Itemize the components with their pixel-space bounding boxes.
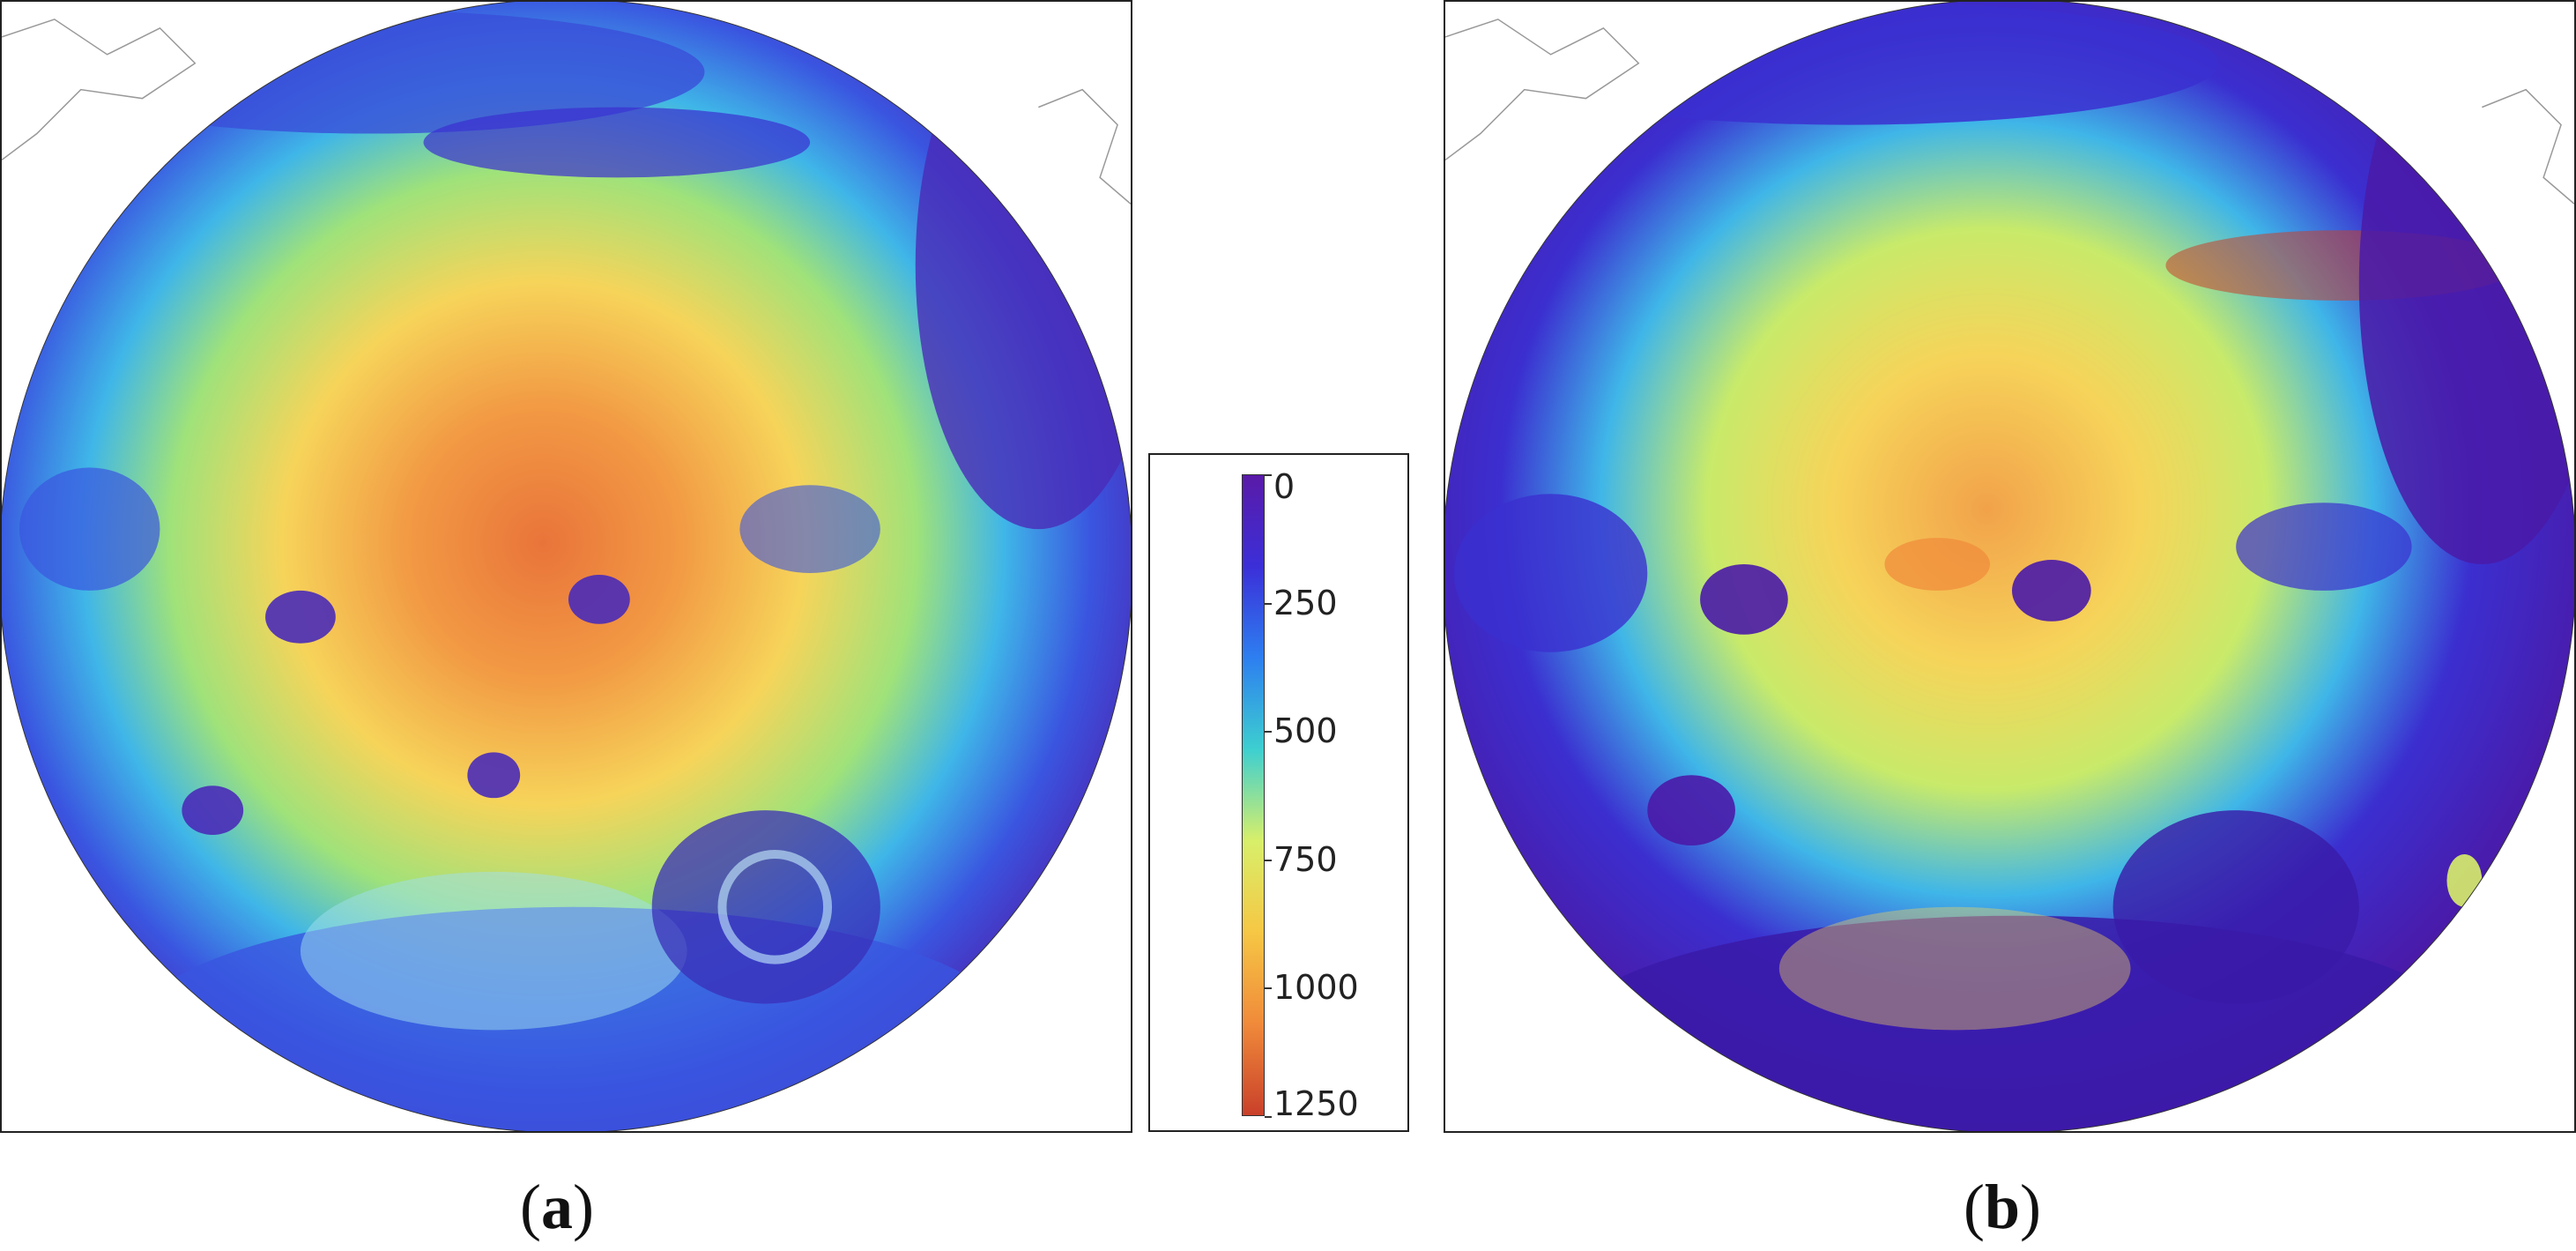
colorbar-tick-mark	[1265, 474, 1272, 476]
satellite-disk-b	[1445, 2, 2574, 1131]
colorbar-tick-label: 1250	[1273, 1084, 1359, 1123]
satellite-disk-a	[2, 2, 1131, 1131]
colorbar-tick-mark	[1265, 1116, 1272, 1118]
colorbar-gradient	[1242, 474, 1265, 1116]
colorbar-tick-mark	[1265, 602, 1272, 605]
colorbar-tick-label: 0	[1273, 467, 1295, 506]
colorbar-tick-label: 250	[1273, 583, 1338, 622]
coastline-outline-a	[2, 19, 1131, 205]
panel-caption-b: (b)	[1963, 1172, 2042, 1242]
map-panel-a	[0, 0, 1132, 1133]
colorbar-legend: 0 250 500 750 1000 1250	[1148, 453, 1409, 1132]
colorbar-tick-mark	[1265, 731, 1272, 733]
map-panel-b	[1444, 0, 2576, 1133]
colorbar-tick-label: 750	[1273, 839, 1338, 879]
coastline-outline-b	[1445, 19, 2574, 205]
cloud-features-b	[1453, 2, 2574, 1131]
colorbar-tick-mark	[1265, 859, 1272, 861]
panel-caption-a: (a)	[520, 1172, 594, 1242]
colorbar-tick-label: 1000	[1273, 968, 1359, 1008]
colorbar-tick-label: 500	[1273, 711, 1338, 751]
colorbar-tick-mark	[1265, 987, 1272, 990]
